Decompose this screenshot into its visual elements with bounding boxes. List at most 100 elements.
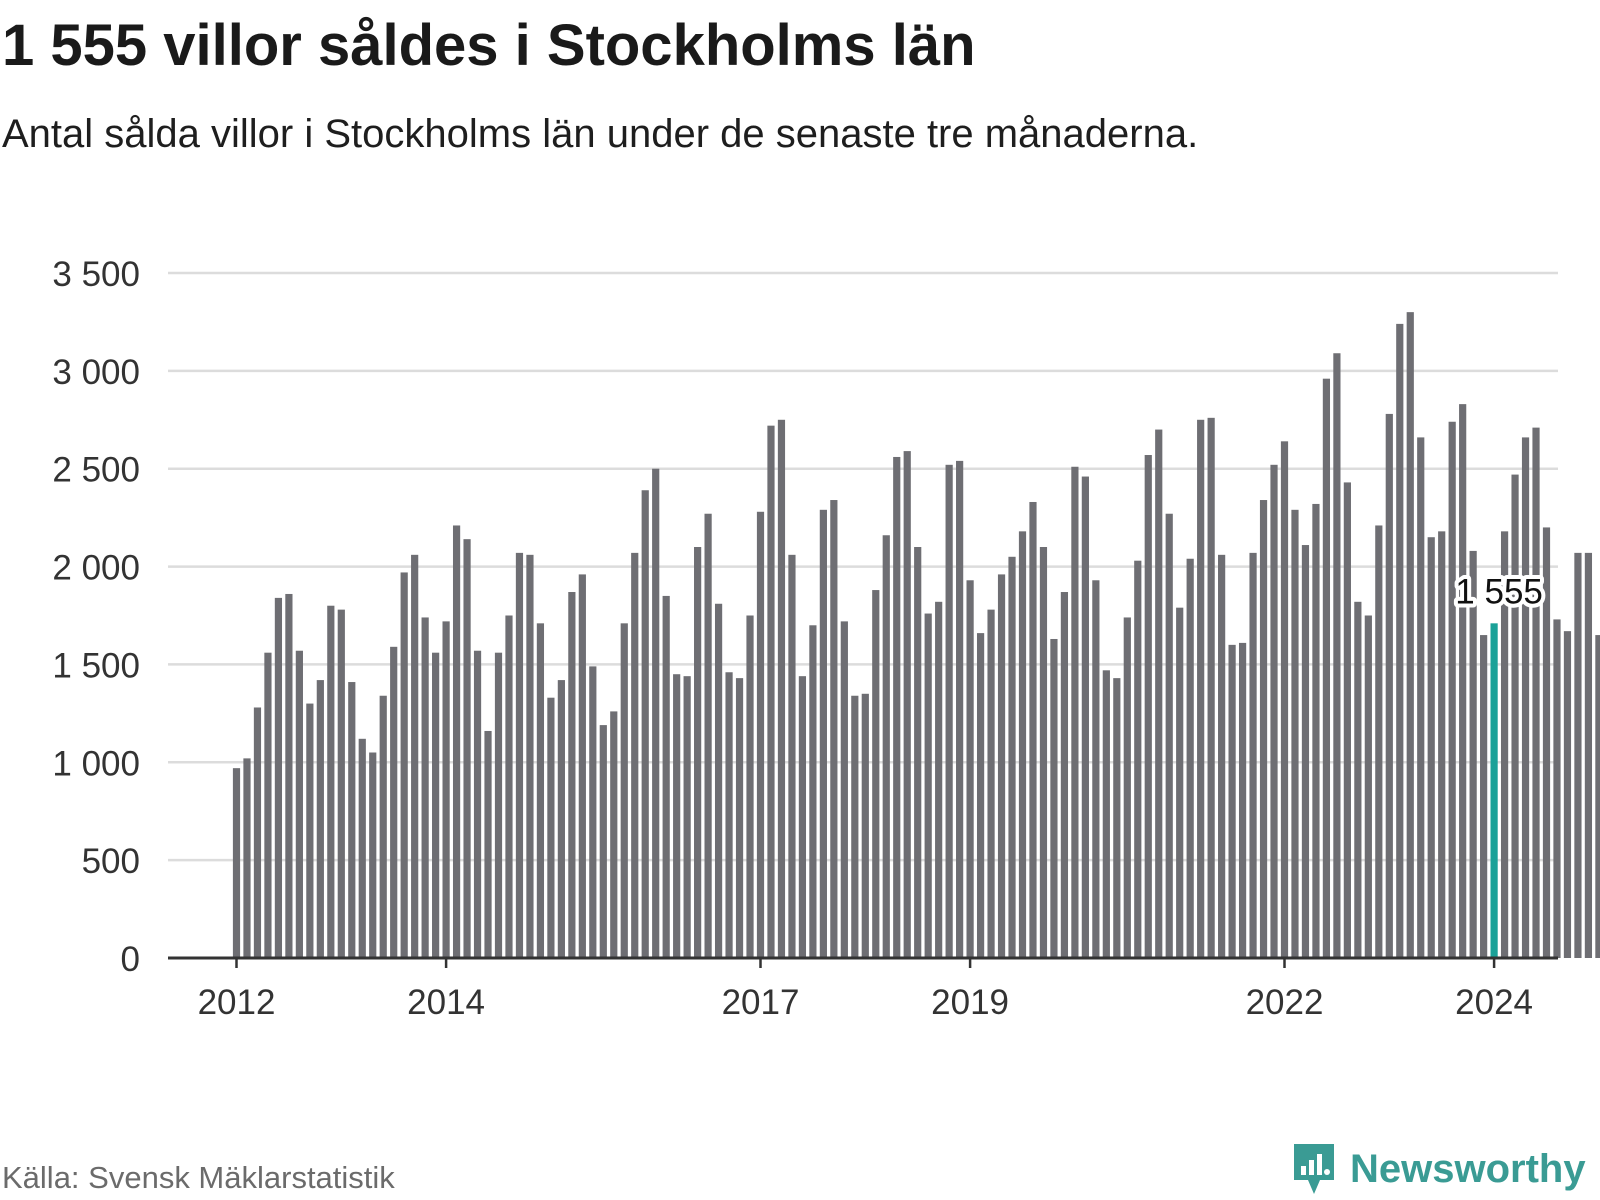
bar bbox=[432, 652, 440, 958]
bar bbox=[1280, 441, 1289, 958]
bar bbox=[1500, 531, 1509, 958]
bar bbox=[1595, 635, 1600, 958]
bar bbox=[882, 535, 890, 958]
chart-subtitle: Antal sålda villor i Stockholms län unde… bbox=[2, 112, 1199, 156]
bar bbox=[1008, 556, 1016, 958]
bar bbox=[945, 464, 953, 958]
bar bbox=[1438, 531, 1446, 958]
x-tick-label: 2012 bbox=[198, 983, 276, 1022]
bar bbox=[620, 623, 628, 958]
bar bbox=[956, 460, 964, 958]
bar bbox=[494, 652, 503, 958]
y-tick-label: 1 500 bbox=[52, 646, 140, 685]
bar bbox=[903, 451, 911, 958]
bar bbox=[830, 500, 838, 958]
y-tick-label: 3 500 bbox=[52, 255, 140, 294]
bar bbox=[1532, 427, 1540, 959]
y-tick-label: 3 000 bbox=[52, 353, 140, 392]
bar bbox=[390, 646, 398, 958]
bar bbox=[1291, 509, 1299, 958]
bar bbox=[610, 711, 618, 958]
bar bbox=[1396, 323, 1404, 958]
bar bbox=[673, 674, 681, 958]
bar bbox=[1060, 592, 1069, 958]
x-tick-label: 2014 bbox=[407, 983, 485, 1022]
source-note: Källa: Svensk Mäklarstatistik bbox=[2, 1160, 395, 1195]
bar bbox=[589, 666, 597, 958]
bar bbox=[547, 697, 555, 958]
bar bbox=[840, 621, 848, 958]
bar bbox=[1134, 560, 1142, 958]
bar bbox=[1050, 638, 1058, 958]
bar bbox=[1343, 482, 1351, 958]
brand-name: Newsworthy bbox=[1350, 1146, 1586, 1191]
x-axis bbox=[168, 956, 1558, 968]
bar bbox=[1176, 607, 1184, 958]
bar bbox=[1029, 501, 1037, 958]
bar bbox=[683, 676, 691, 958]
bar bbox=[400, 572, 408, 958]
bar bbox=[1155, 429, 1163, 959]
bar bbox=[1406, 312, 1414, 959]
bar bbox=[473, 650, 482, 958]
bar bbox=[1354, 601, 1362, 958]
bar bbox=[1218, 554, 1226, 958]
bar bbox=[369, 752, 377, 958]
bar bbox=[1563, 631, 1572, 958]
bar bbox=[526, 554, 534, 958]
bar bbox=[1207, 417, 1215, 958]
bar bbox=[631, 552, 639, 958]
bar bbox=[725, 672, 733, 958]
latest-value-label: 1 555 bbox=[1455, 572, 1543, 611]
bar bbox=[893, 456, 901, 958]
bar bbox=[1113, 678, 1121, 958]
bar bbox=[1123, 617, 1131, 958]
bar bbox=[662, 595, 670, 958]
bar bbox=[809, 625, 817, 958]
bar bbox=[295, 650, 303, 958]
bar bbox=[1018, 531, 1027, 958]
bar bbox=[1186, 558, 1194, 958]
bar bbox=[1197, 419, 1205, 958]
bar bbox=[1375, 525, 1383, 958]
bar bbox=[379, 695, 387, 958]
bar bbox=[1039, 547, 1048, 958]
bar bbox=[798, 676, 807, 958]
bar bbox=[1448, 421, 1456, 958]
y-tick-label: 2 500 bbox=[52, 451, 140, 490]
bar bbox=[1092, 580, 1100, 958]
bar bbox=[1553, 619, 1561, 958]
newsworthy-logo: Newsworthy bbox=[1290, 1140, 1586, 1198]
bar bbox=[1322, 378, 1331, 959]
bar bbox=[987, 609, 995, 958]
bar bbox=[1480, 635, 1488, 958]
bar bbox=[1490, 623, 1498, 958]
bar bbox=[714, 603, 723, 958]
bar bbox=[641, 490, 649, 958]
annotation-layer: 1 555 bbox=[1451, 568, 1547, 615]
bar bbox=[285, 593, 293, 958]
bar bbox=[819, 509, 827, 958]
bar bbox=[568, 592, 576, 958]
bar bbox=[1144, 455, 1152, 958]
bar bbox=[421, 617, 429, 958]
bar bbox=[1584, 552, 1593, 958]
bar bbox=[1165, 513, 1173, 958]
x-tick-label: 2017 bbox=[722, 983, 800, 1022]
bar bbox=[274, 597, 283, 958]
bar bbox=[1469, 550, 1477, 958]
bar bbox=[1301, 545, 1310, 958]
bar bbox=[243, 758, 251, 958]
bar bbox=[1459, 404, 1467, 959]
bar bbox=[756, 511, 765, 958]
bar bbox=[599, 725, 607, 958]
bar bbox=[1270, 464, 1278, 958]
bar bbox=[914, 547, 922, 958]
bar bbox=[872, 590, 880, 958]
bar bbox=[1102, 670, 1110, 958]
y-axis-labels: 0 500 1 000 1 500 2 000 2 500 3 000 3 500 bbox=[52, 255, 140, 979]
bar bbox=[358, 738, 366, 958]
bar bbox=[1511, 474, 1519, 958]
bar bbox=[232, 768, 241, 958]
bar bbox=[924, 613, 932, 958]
